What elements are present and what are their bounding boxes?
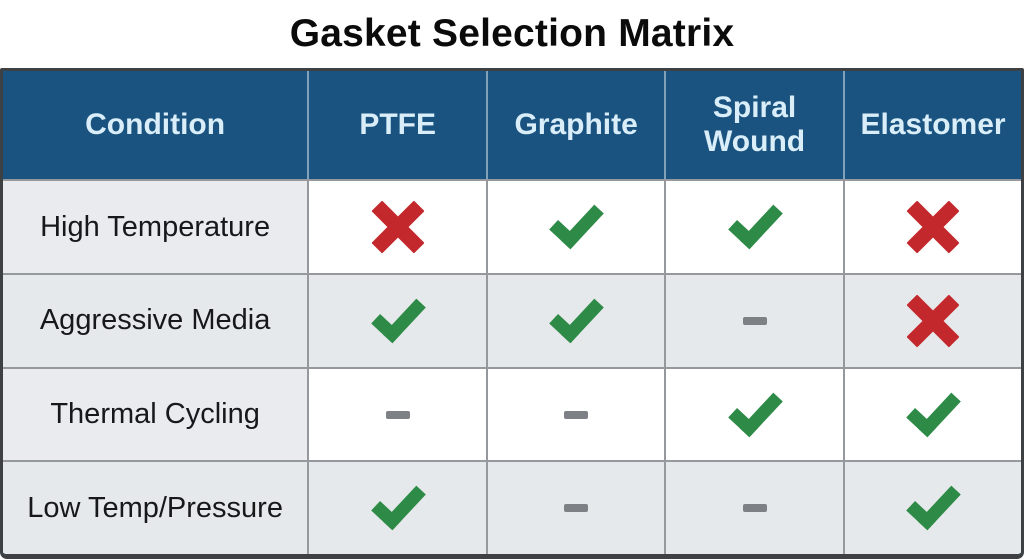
- matrix-cell: [843, 179, 1021, 274]
- column-header-spiral-wound: Spiral Wound: [664, 71, 844, 180]
- matrix-cell: [486, 460, 665, 554]
- suitability-mark-icon: [902, 386, 964, 444]
- column-header-elastomer: Elastomer: [843, 71, 1021, 180]
- matrix-cell: [307, 273, 487, 367]
- matrix-cell: [486, 179, 665, 274]
- matrix-cell: [307, 460, 487, 554]
- suitability-mark-icon: [902, 292, 964, 350]
- matrix-cell: [843, 273, 1021, 367]
- gasket-selection-table: Condition PTFE Graphite Spiral Wound Ela…: [0, 68, 1024, 559]
- matrix-cell: [664, 273, 844, 367]
- matrix-cell: [664, 179, 844, 274]
- suitability-mark-icon: [367, 198, 429, 256]
- matrix-cell: [664, 366, 844, 461]
- suitability-mark-icon: [724, 292, 786, 350]
- suitability-mark-icon: [367, 386, 429, 444]
- condition-cell-thermal-cycling: Thermal Cycling: [3, 366, 308, 461]
- matrix-cell: [843, 460, 1021, 554]
- column-header-condition: Condition: [3, 71, 308, 180]
- matrix-cell: [664, 460, 844, 554]
- column-header-graphite: Graphite: [486, 71, 665, 180]
- suitability-mark-icon: [545, 386, 607, 444]
- suitability-mark-icon: [545, 479, 607, 537]
- suitability-mark-icon: [367, 292, 429, 350]
- suitability-mark-icon: [902, 479, 964, 537]
- condition-cell-high-temperature: High Temperature: [3, 179, 308, 274]
- suitability-mark-icon: [367, 479, 429, 537]
- matrix-cell: [843, 366, 1021, 461]
- matrix-cell: [486, 273, 665, 367]
- suitability-mark-icon: [724, 386, 786, 444]
- suitability-mark-icon: [545, 292, 607, 350]
- column-header-ptfe: PTFE: [307, 71, 487, 180]
- matrix-cell: [307, 179, 487, 274]
- condition-cell-aggressive-media: Aggressive Media: [3, 273, 308, 367]
- matrix-cell: [486, 366, 665, 461]
- page-title: Gasket Selection Matrix: [289, 12, 735, 55]
- suitability-mark-icon: [902, 198, 964, 256]
- suitability-mark-icon: [545, 198, 607, 256]
- suitability-mark-icon: [724, 198, 786, 256]
- matrix-cell: [307, 366, 487, 461]
- suitability-mark-icon: [724, 479, 786, 537]
- condition-cell-low-temp-pressure: Low Temp/Pressure: [3, 460, 308, 554]
